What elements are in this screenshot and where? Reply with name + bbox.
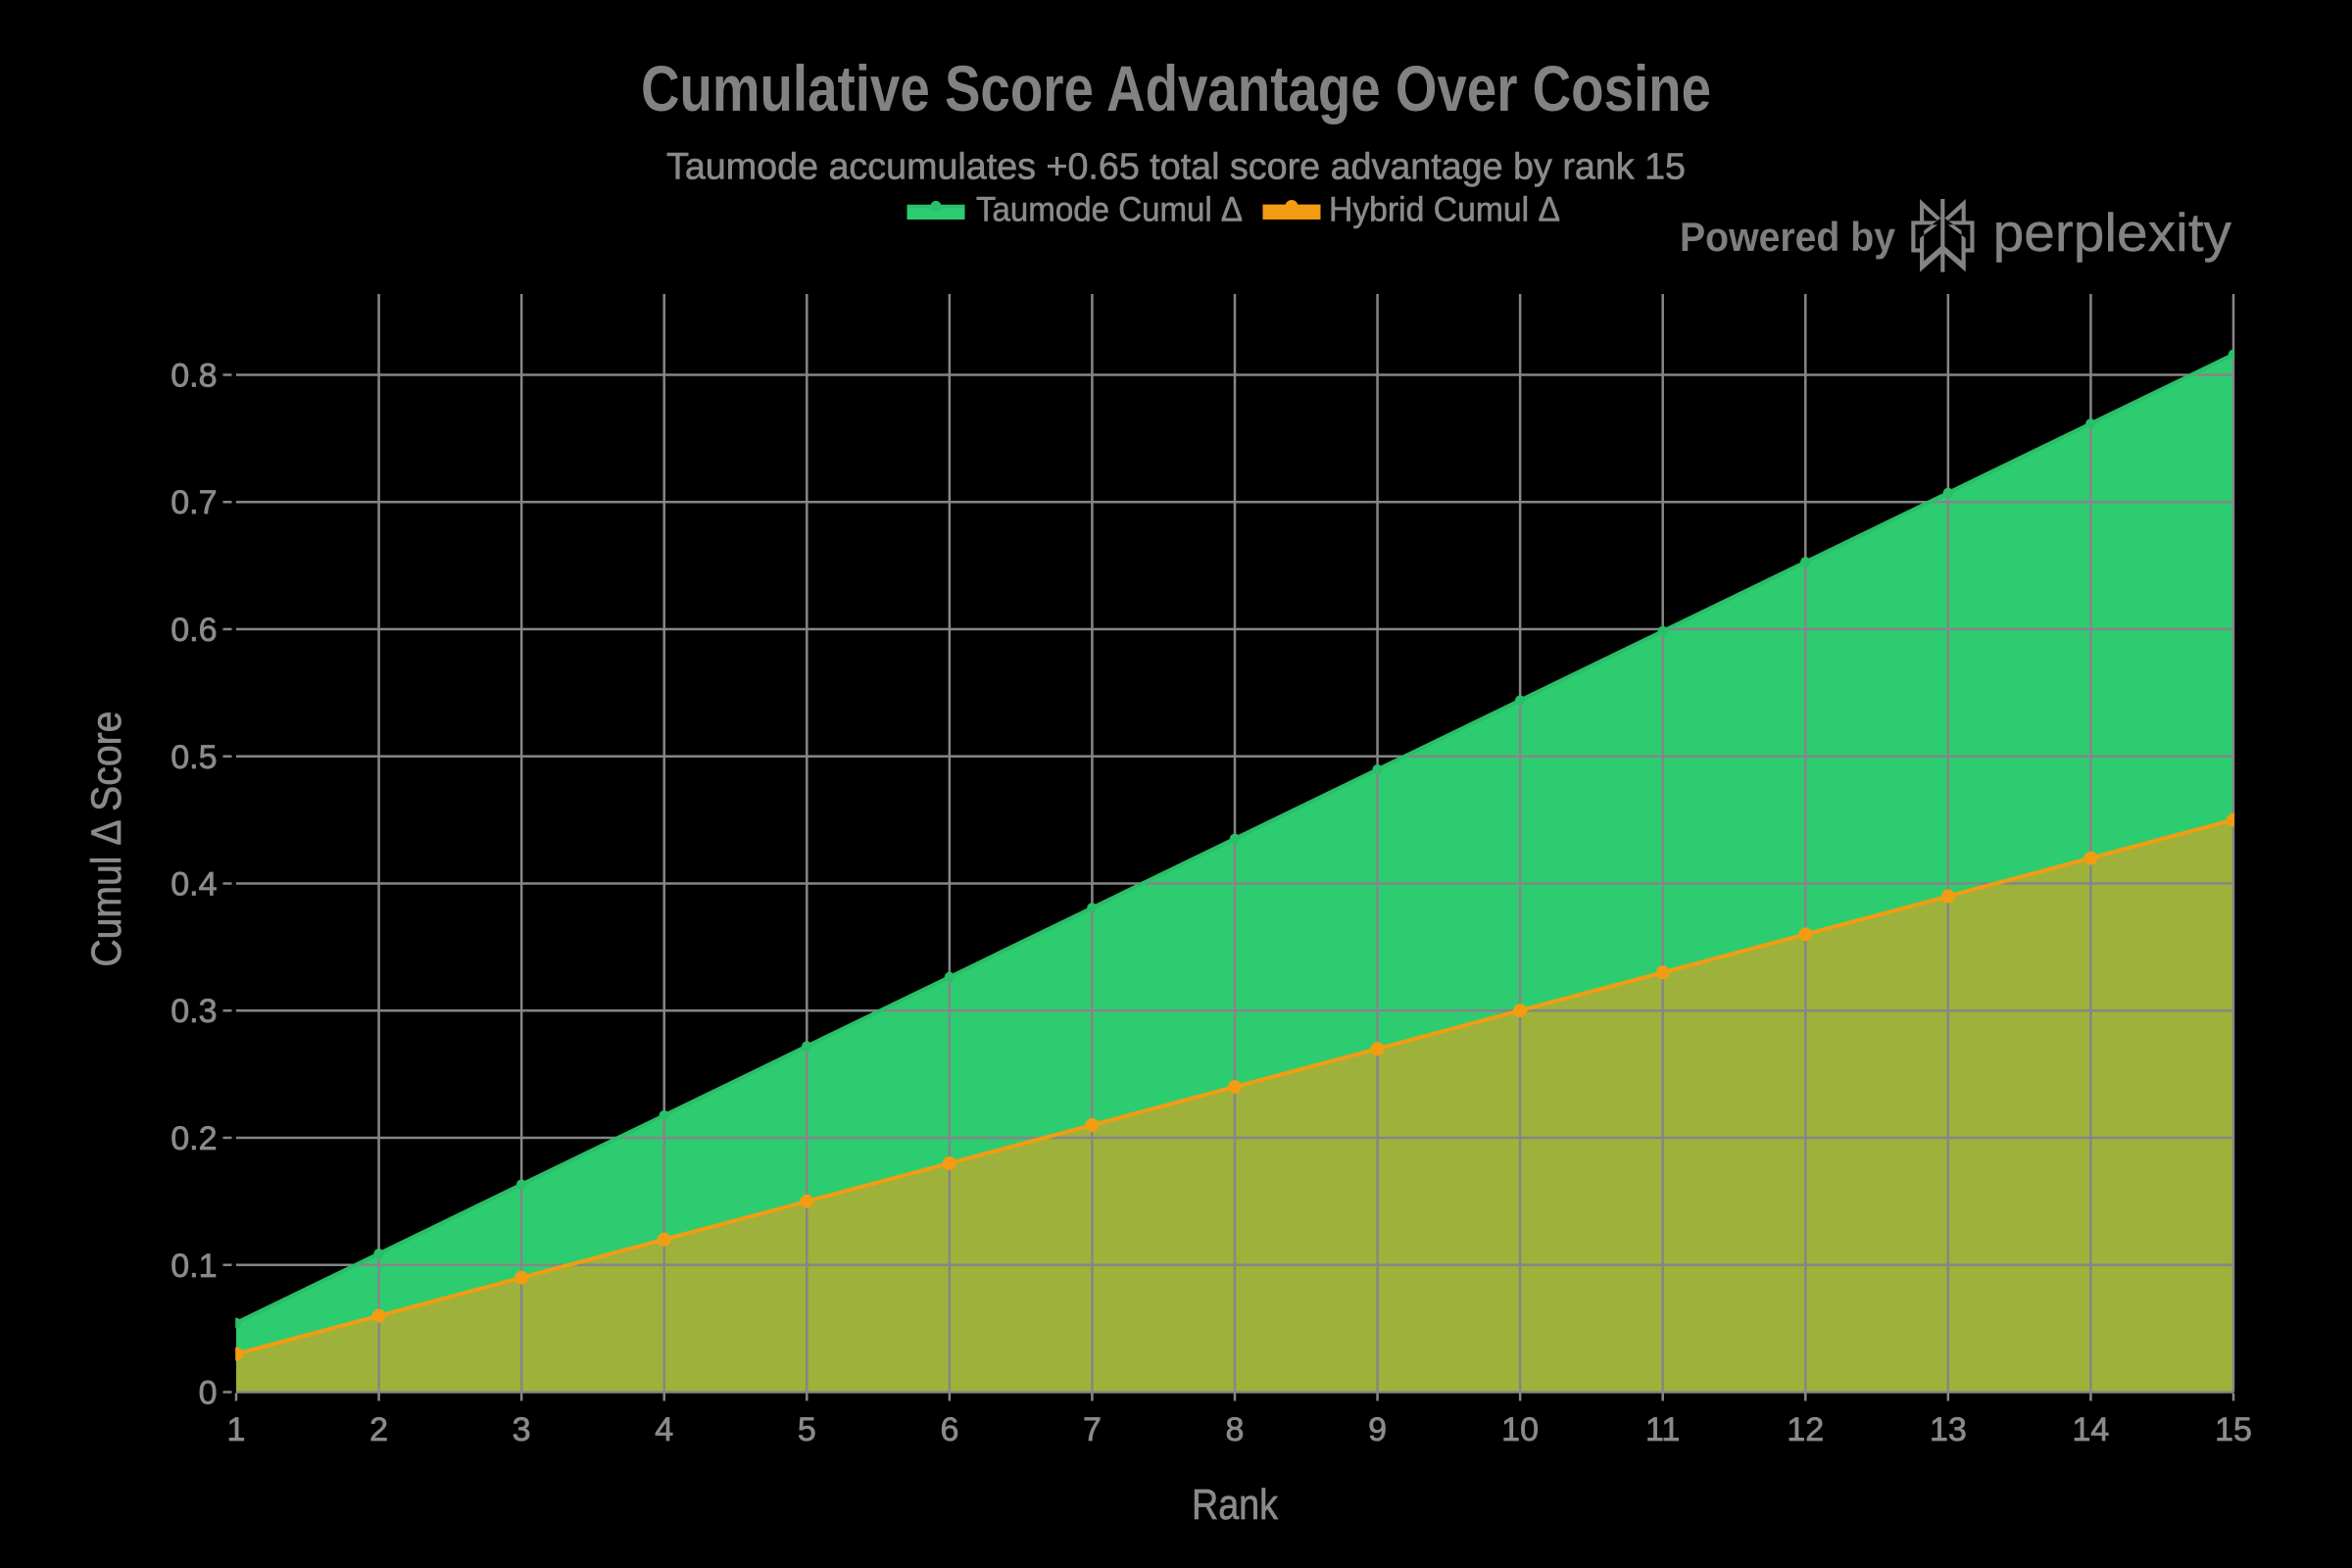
svg-text:Rank: Rank <box>1192 1481 1279 1529</box>
svg-text:Cumul Δ Score: Cumul Δ Score <box>83 711 130 967</box>
svg-text:0.2: 0.2 <box>171 1120 217 1157</box>
svg-text:9: 9 <box>1368 1411 1387 1448</box>
svg-text:3: 3 <box>513 1411 531 1448</box>
svg-text:Taumode Cumul Δ: Taumode Cumul Δ <box>976 190 1243 228</box>
svg-text:0.6: 0.6 <box>171 612 217 649</box>
svg-text:0.8: 0.8 <box>171 358 217 395</box>
svg-text:10: 10 <box>1501 1411 1539 1448</box>
svg-text:perplexity: perplexity <box>1993 202 2232 263</box>
svg-text:0.7: 0.7 <box>171 484 217 521</box>
svg-text:8: 8 <box>1226 1411 1245 1448</box>
svg-text:Cumulative Score Advantage Ove: Cumulative Score Advantage Over Cosine <box>641 52 1711 124</box>
svg-text:Taumode accumulates +0.65 tota: Taumode accumulates +0.65 total score ad… <box>666 147 1686 188</box>
svg-text:Hybrid Cumul Δ: Hybrid Cumul Δ <box>1329 190 1560 228</box>
svg-text:0.5: 0.5 <box>171 739 217 776</box>
svg-text:0.1: 0.1 <box>171 1248 217 1285</box>
svg-text:2: 2 <box>369 1411 388 1448</box>
svg-text:Powered by: Powered by <box>1680 214 1896 260</box>
svg-text:0: 0 <box>199 1375 218 1412</box>
svg-text:15: 15 <box>2215 1411 2252 1448</box>
svg-text:5: 5 <box>798 1411 816 1448</box>
svg-text:7: 7 <box>1083 1411 1102 1448</box>
svg-text:14: 14 <box>2072 1411 2109 1448</box>
svg-text:0.3: 0.3 <box>171 993 217 1030</box>
svg-text:12: 12 <box>1787 1411 1824 1448</box>
svg-text:6: 6 <box>940 1411 958 1448</box>
svg-text:1: 1 <box>227 1411 246 1448</box>
svg-text:11: 11 <box>1645 1411 1680 1448</box>
svg-text:4: 4 <box>655 1411 673 1448</box>
svg-text:0.4: 0.4 <box>171 866 217 904</box>
svg-text:13: 13 <box>1930 1411 1967 1448</box>
